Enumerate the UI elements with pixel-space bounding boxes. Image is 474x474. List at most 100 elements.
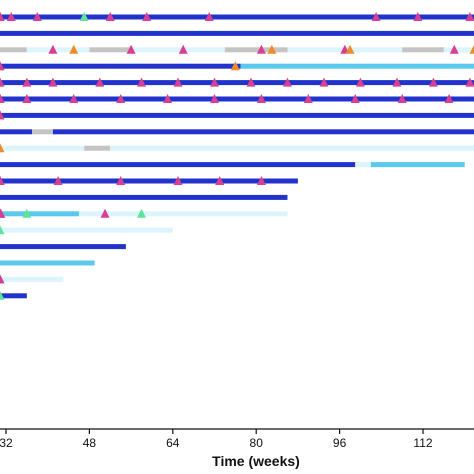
event-marker-row-5-9 (246, 77, 256, 87)
event-marker-row-3-3 (126, 44, 136, 54)
bar-segment-row-14-2 (0, 227, 173, 233)
event-marker-row-7-2 (0, 110, 5, 120)
event-marker-row-6-7 (116, 94, 126, 103)
event-marker-row-1-10 (142, 12, 152, 21)
event-marker-row-13-6 (100, 208, 110, 218)
bar-segment-row-4-2 (240, 63, 474, 69)
event-marker-row-5-11 (319, 77, 329, 87)
event-marker-row-13-4 (0, 208, 6, 218)
event-marker-row-5-3 (22, 77, 32, 87)
event-marker-row-3-6 (267, 44, 277, 54)
bar-segment-row-18-1 (0, 293, 27, 299)
bar-segment-row-10-2 (355, 162, 371, 168)
event-marker-row-1-6 (6, 12, 16, 21)
event-marker-row-11-6 (116, 176, 126, 185)
bar-segment-row-9-2 (84, 145, 111, 151)
event-marker-row-5-13 (392, 77, 402, 87)
event-marker-row-5-4 (48, 77, 58, 87)
event-marker-row-1-5 (0, 12, 5, 21)
bar-segment-row-5-1 (0, 80, 474, 86)
event-marker-row-5-2 (0, 77, 5, 87)
event-marker-row-5-15 (465, 77, 474, 87)
event-marker-row-11-9 (256, 176, 266, 185)
event-marker-row-13-7 (137, 208, 147, 218)
x-axis-ticks: 32 48 64 80 96 112 (0, 429, 433, 450)
bar-segment-row-10-1 (0, 162, 356, 168)
bar-segment-row-15-1 (0, 244, 126, 250)
event-marker-row-3-2 (69, 44, 79, 54)
bar-segment-row-3-9 (443, 47, 474, 53)
bar-segment-row-12-1 (0, 194, 288, 200)
bar-segment-row-8-1 (0, 129, 33, 135)
event-marker-row-1-8 (79, 12, 89, 21)
bar-segment-row-7-1 (0, 112, 474, 118)
event-marker-row-3-10 (469, 44, 474, 54)
event-marker-row-17-3 (0, 274, 5, 284)
event-marker-row-6-11 (303, 94, 313, 103)
event-marker-row-11-5 (53, 176, 63, 185)
bars-layer (0, 14, 474, 299)
event-marker-row-5-8 (210, 77, 219, 87)
x-tick-label-32: 32 (0, 436, 13, 450)
event-marker-row-3-1 (48, 44, 58, 54)
event-marker-row-11-8 (215, 176, 225, 185)
event-marker-row-5-7 (173, 77, 183, 87)
event-marker-row-6-8 (163, 94, 173, 103)
x-tick-label-48: 48 (83, 436, 97, 450)
event-marker-row-5-5 (95, 77, 105, 87)
event-marker-row-18-1 (0, 290, 5, 300)
event-marker-row-1-13 (413, 12, 423, 21)
x-axis: 32 48 64 80 96 112 Time (weeks) (0, 428, 474, 469)
bar-segment-row-16-1 (0, 260, 95, 266)
event-marker-row-6-10 (256, 94, 266, 103)
bar-segment-row-3-4 (89, 47, 132, 53)
bar-segment-row-6-1 (0, 96, 474, 102)
event-marker-row-5-14 (428, 77, 438, 87)
event-marker-row-6-9 (210, 94, 219, 103)
event-marker-row-6-5 (22, 94, 32, 103)
bar-segment-row-9-3 (110, 145, 474, 151)
event-marker-row-13-5 (22, 208, 32, 218)
bar-segment-row-9-1 (0, 145, 85, 151)
bar-segment-row-3-5 (131, 47, 225, 53)
bar-segment-row-3-6 (224, 47, 288, 53)
event-marker-row-11-4 (0, 176, 5, 185)
event-marker-row-3-4 (178, 44, 188, 54)
bar-segment-row-8-3 (52, 129, 474, 135)
event-marker-row-6-13 (397, 94, 407, 103)
bar-segment-row-2-1 (0, 30, 474, 36)
event-marker-row-5-6 (137, 77, 147, 87)
bar-segment-row-3-3 (26, 47, 90, 53)
bar-segment-row-13-2 (0, 211, 79, 217)
x-tick-label-96: 96 (333, 436, 347, 450)
event-marker-row-9-1 (0, 143, 5, 153)
bar-segment-row-10-3 (370, 162, 465, 168)
event-marker-row-4-3 (230, 61, 240, 71)
event-marker-row-6-12 (350, 94, 360, 103)
event-marker-row-14-1 (0, 225, 5, 235)
markers-layer (0, 12, 474, 300)
event-marker-row-6-14 (444, 94, 454, 103)
bar-segment-row-1-1 (0, 14, 474, 20)
event-marker-row-6-4 (0, 94, 5, 103)
event-marker-row-3-9 (449, 44, 459, 54)
event-marker-row-1-14 (465, 12, 474, 21)
x-axis-title: Time (weeks) (212, 453, 300, 469)
event-marker-row-1-12 (371, 12, 381, 21)
x-tick-label-112: 112 (413, 436, 432, 450)
bar-segment-row-3-2 (0, 47, 27, 53)
event-marker-row-11-7 (173, 176, 183, 185)
event-marker-row-6-6 (69, 94, 79, 103)
bar-segment-row-17-1 (0, 276, 64, 282)
bar-segment-row-8-2 (32, 129, 53, 135)
x-tick-label-80: 80 (250, 436, 264, 450)
bar-segment-row-4-1 (0, 63, 241, 69)
x-tick-label-64: 64 (166, 436, 180, 450)
bar-segment-row-11-1 (0, 178, 298, 184)
event-marker-row-5-12 (355, 77, 365, 87)
event-marker-row-3-5 (256, 44, 266, 54)
event-marker-row-1-9 (105, 12, 115, 21)
event-marker-row-3-8 (345, 44, 355, 54)
event-marker-row-1-11 (204, 12, 214, 21)
